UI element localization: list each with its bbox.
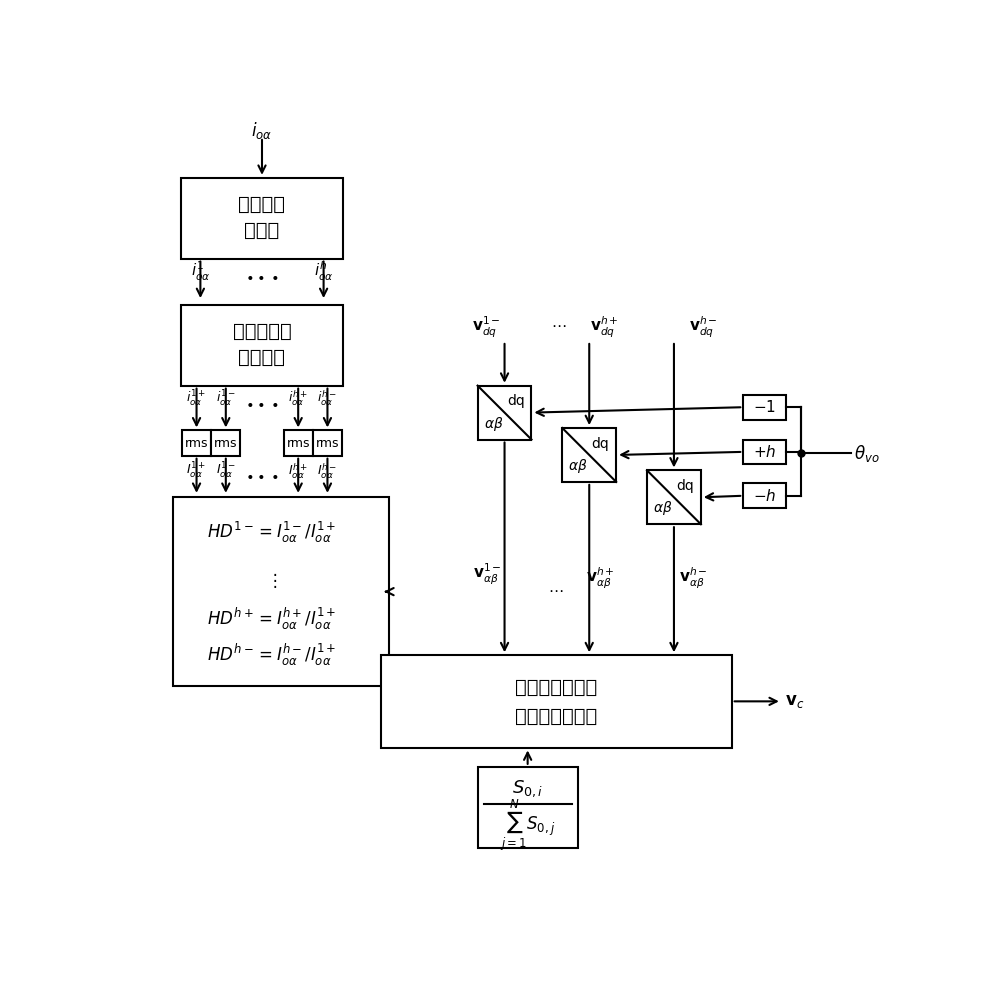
Text: $\bullet\bullet\bullet$: $\bullet\bullet\bullet$ [246,468,278,482]
Text: $i^{h-}_{o\alpha}$: $i^{h-}_{o\alpha}$ [317,389,337,408]
Text: $i^{1+}_{o\alpha}$: $i^{1+}_{o\alpha}$ [187,389,207,409]
Text: $\mathbf{v}_{dq}^{1-}$: $\mathbf{v}_{dq}^{1-}$ [472,315,501,340]
Text: $I^{1+}_{o\alpha}$: $I^{1+}_{o\alpha}$ [187,461,207,481]
Bar [744,395,785,420]
Text: $I^{h-}_{o\alpha}$: $I^{h-}_{o\alpha}$ [317,461,337,481]
Text: $\bullet\bullet\bullet$: $\bullet\bullet\bullet$ [246,269,278,283]
Bar [478,767,578,848]
Text: $HD^{h+}=I^{h+}_{o\alpha}/I^{1+}_{o\alpha}$: $HD^{h+}=I^{h+}_{o\alpha}/I^{1+}_{o\alph… [207,606,336,632]
Text: $\vdots$: $\vdots$ [265,571,276,590]
Text: $\alpha\beta$: $\alpha\beta$ [653,499,673,517]
Bar [182,430,212,456]
Text: $-1$: $-1$ [752,399,775,415]
Text: rms: rms [185,437,209,450]
Text: $\mathbf{v}_{dq}^{h+}$: $\mathbf{v}_{dq}^{h+}$ [590,315,619,340]
Text: $\mathbf{v}^{h-}_{\alpha\beta}$: $\mathbf{v}^{h-}_{\alpha\beta}$ [679,566,708,591]
Text: dq: dq [507,394,525,408]
Text: $\alpha\beta$: $\alpha\beta$ [568,457,588,475]
Text: $i^{1}_{o\alpha}$: $i^{1}_{o\alpha}$ [191,260,211,283]
Bar [647,470,701,524]
Text: $\mathbf{v}_{dq}^{h-}$: $\mathbf{v}_{dq}^{h-}$ [689,315,718,340]
Text: $\sum_{j=1}^{N}S_{0,j}$: $\sum_{j=1}^{N}S_{0,j}$ [500,798,555,853]
Text: $+h$: $+h$ [752,444,776,460]
Text: $HD^{1-}=I^{1-}_{o\alpha}/I^{1+}_{o\alpha}$: $HD^{1-}=I^{1-}_{o\alpha}/I^{1+}_{o\alph… [207,520,336,545]
Text: $i_{o\alpha}$: $i_{o\alpha}$ [251,120,272,141]
Bar [312,430,342,456]
Text: rms: rms [214,437,238,450]
Text: $\cdots$: $\cdots$ [551,317,566,332]
Text: $\mathbf{v}^{1-}_{\alpha\beta}$: $\mathbf{v}^{1-}_{\alpha\beta}$ [473,562,502,587]
Text: 正序和负序: 正序和负序 [233,322,291,341]
Text: $-h$: $-h$ [752,488,776,504]
Text: $\bullet\bullet\bullet$: $\bullet\bullet\bullet$ [246,396,278,410]
Text: 基波和谐: 基波和谐 [239,195,285,214]
Bar [212,430,241,456]
Bar [744,483,785,508]
Text: $\theta_{vo}$: $\theta_{vo}$ [853,443,879,464]
Bar [182,305,343,386]
Bar [562,428,616,482]
Text: $\mathbf{v}^{h+}_{\alpha\beta}$: $\mathbf{v}^{h+}_{\alpha\beta}$ [587,566,615,591]
Bar [381,655,732,748]
Bar [174,497,389,686]
Text: $HD^{h-}=I^{h-}_{o\alpha}/I^{1+}_{o\alpha}$: $HD^{h-}=I^{h-}_{o\alpha}/I^{1+}_{o\alph… [207,642,336,668]
Text: 特征次谐波正负: 特征次谐波正负 [515,678,598,697]
Bar [283,430,312,456]
Bar [744,440,785,464]
Text: $I^{1-}_{o\alpha}$: $I^{1-}_{o\alpha}$ [216,461,236,481]
Bar [478,386,532,440]
Text: dq: dq [677,479,694,493]
Text: $I^{h+}_{o\alpha}$: $I^{h+}_{o\alpha}$ [288,461,308,481]
Text: rms: rms [286,437,310,450]
Text: $S_{0,i}$: $S_{0,i}$ [512,778,543,799]
Text: dq: dq [592,437,610,451]
Text: $i^{1-}_{o\alpha}$: $i^{1-}_{o\alpha}$ [216,389,236,409]
Text: $\alpha\beta$: $\alpha\beta$ [484,415,503,433]
Text: rms: rms [315,437,339,450]
Text: $i^{h}_{o\alpha}$: $i^{h}_{o\alpha}$ [313,260,333,283]
Text: $i^{h+}_{o\alpha}$: $i^{h+}_{o\alpha}$ [288,389,308,408]
Bar [182,178,343,259]
Text: $\cdots$: $\cdots$ [549,582,564,597]
Text: 分量提取: 分量提取 [239,348,285,367]
Text: 序补偿参考电压: 序补偿参考电压 [515,707,598,726]
Text: 波提取: 波提取 [245,221,279,240]
Text: $\mathbf{v}_c$: $\mathbf{v}_c$ [785,692,804,710]
